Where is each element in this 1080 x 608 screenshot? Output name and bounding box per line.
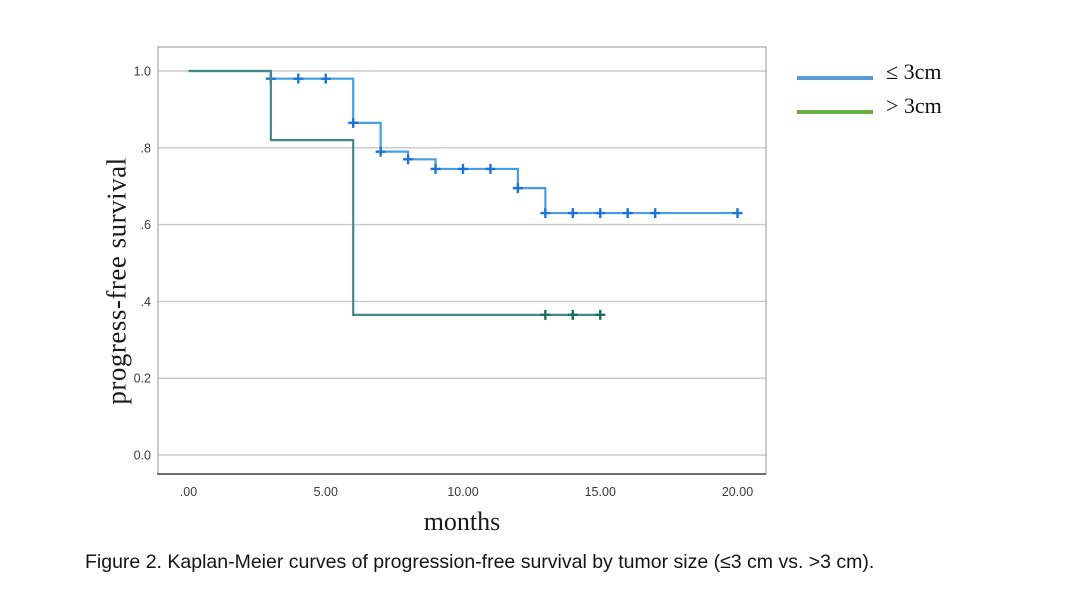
x-tick-label: 15.00: [585, 485, 616, 499]
y-tick-label: .8: [141, 141, 151, 155]
y-tick-label: .4: [141, 295, 151, 309]
legend-label: > 3cm: [886, 93, 942, 118]
legend-item-gt3cm: > 3cm: [797, 89, 942, 123]
legend-label: ≤ 3cm: [886, 59, 942, 84]
x-axis-title: months: [423, 507, 501, 536]
legend: ≤ 3cm > 3cm: [797, 55, 942, 123]
y-axis-title: progress-free survival: [101, 157, 132, 405]
y-tick-label: .6: [141, 218, 151, 232]
figure-caption: Figure 2. Kaplan-Meier curves of progres…: [85, 551, 875, 573]
censor-marks-gt3cm: [540, 309, 606, 320]
censor-marks-le3cm: [265, 73, 743, 219]
legend-line-swatch: [797, 76, 873, 80]
legend-line-swatch: [797, 110, 873, 114]
y-tick-label: 0.0: [134, 449, 151, 463]
plot-frame: [157, 46, 767, 475]
x-tick-label: .00: [180, 485, 197, 499]
x-tick-label: 5.00: [314, 485, 338, 499]
y-tick-label: 0.2: [134, 372, 151, 386]
y-tick-label: 1.0: [134, 65, 151, 79]
km-curve-gt3cm: [188, 69, 601, 316]
x-tick-label: 10.00: [447, 485, 478, 499]
legend-item-le3cm: ≤ 3cm: [797, 55, 942, 89]
x-tick-label: 20.00: [722, 485, 753, 499]
